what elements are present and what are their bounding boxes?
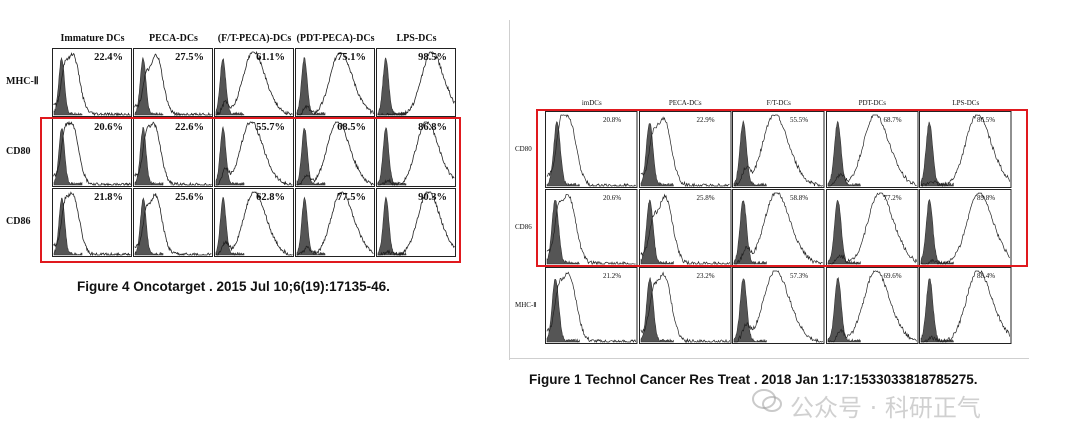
row-label: MHC-Ⅱ <box>515 301 537 310</box>
histogram-panel <box>52 118 132 187</box>
percentage-label: 62.8% <box>256 192 285 203</box>
percentage-label: 22.6% <box>175 122 204 133</box>
histogram-panel <box>732 111 825 188</box>
histogram-panel <box>919 111 1012 188</box>
percentage-label: 90.3% <box>418 192 447 203</box>
column-label: imDCs <box>581 99 602 107</box>
histogram-panel <box>214 188 294 257</box>
percentage-label: 68.7% <box>883 116 902 124</box>
histogram-panel <box>295 118 375 187</box>
percentage-label: 27.5% <box>175 52 204 63</box>
histogram-panel <box>919 189 1012 266</box>
percentage-label: 86.5% <box>976 116 996 124</box>
percentage-label: 22.9% <box>696 116 715 124</box>
histogram-panel <box>52 188 132 257</box>
percentage-label: 69.6% <box>883 272 902 280</box>
percentage-label: 68.5% <box>337 122 366 133</box>
column-label: PECA-DCs <box>149 33 198 44</box>
figure-a-highlight-box <box>40 117 461 263</box>
column-label: LPS-DCs <box>952 99 980 107</box>
watermark: 公众号 · 科研正气 <box>790 394 981 422</box>
percentage-label: 77.5% <box>337 192 366 203</box>
percentage-label: 88.4% <box>976 272 996 280</box>
percentage-label: 25.8% <box>696 194 715 202</box>
percentage-label: 77.2% <box>883 194 902 202</box>
column-label: PECA-DCs <box>668 99 702 107</box>
column-label: LPS-DCs <box>396 33 437 44</box>
row-label: MHC-Ⅱ <box>6 76 39 87</box>
figure-a-caption: Figure 4 Oncotarget . 2015 Jul 10;6(19):… <box>77 279 390 294</box>
histogram-panel <box>133 118 213 187</box>
histogram-panel <box>732 267 825 344</box>
histogram-panel <box>545 267 638 344</box>
histogram-panel <box>545 111 638 188</box>
histogram-panel <box>638 111 731 188</box>
row-label: CD86 <box>515 223 532 232</box>
percentage-label: 21.2% <box>602 272 622 280</box>
percentage-label: 22.4% <box>94 52 123 63</box>
histogram-panel <box>638 267 731 344</box>
percentage-label: 20.6% <box>94 122 123 133</box>
histogram-panel <box>638 189 731 266</box>
figure-b-highlight-box <box>536 109 1028 267</box>
column-label: (PDT-PECA)-DCs <box>296 33 375 44</box>
histogram-panel <box>825 267 918 344</box>
percentage-label: 20.6% <box>602 194 622 202</box>
histogram-panel <box>214 48 294 117</box>
figure-b-caption: Figure 1 Technol Cancer Res Treat . 2018… <box>529 372 978 387</box>
histogram-panel <box>295 188 375 257</box>
percentage-label: 98.5% <box>418 52 447 63</box>
row-label: CD80 <box>6 146 31 157</box>
histogram-panel <box>919 267 1012 344</box>
watermark-logo <box>752 388 782 414</box>
histogram-panel <box>295 48 375 117</box>
percentage-label: 89.8% <box>976 194 996 202</box>
column-label: Immature DCs <box>60 33 125 44</box>
histogram-panel <box>825 189 918 266</box>
percentage-label: 58.8% <box>789 194 809 202</box>
histogram-panel <box>545 189 638 266</box>
percentage-label: 86.8% <box>418 122 447 133</box>
percentage-label: 75.1% <box>337 52 366 63</box>
percentage-label: 57.3% <box>789 272 809 280</box>
row-label: CD86 <box>6 216 31 227</box>
histogram-panel <box>376 48 456 117</box>
column-label: F/T-DCs <box>766 99 791 107</box>
figure-b-left-border <box>509 20 510 360</box>
percentage-label: 61.1% <box>256 52 285 63</box>
column-label: (F/T-PECA)-DCs <box>217 33 292 44</box>
histogram-panel <box>376 118 456 187</box>
percentage-label: 20.8% <box>602 116 622 124</box>
histogram-panel <box>52 48 132 117</box>
histogram-panel <box>376 188 456 257</box>
percentage-label: 21.8% <box>94 192 123 203</box>
percentage-label: 23.2% <box>696 272 715 280</box>
histogram-panel <box>133 188 213 257</box>
figure-b-bottom-border <box>509 358 1029 359</box>
percentage-label: 55.7% <box>256 122 285 133</box>
percentage-label: 55.5% <box>789 116 809 124</box>
histogram-panel <box>214 118 294 187</box>
histogram-panel <box>825 111 918 188</box>
percentage-label: 25.6% <box>175 192 204 203</box>
column-label: PDT-DCs <box>858 99 886 107</box>
row-label: CD80 <box>515 145 532 154</box>
histogram-panel <box>133 48 213 117</box>
